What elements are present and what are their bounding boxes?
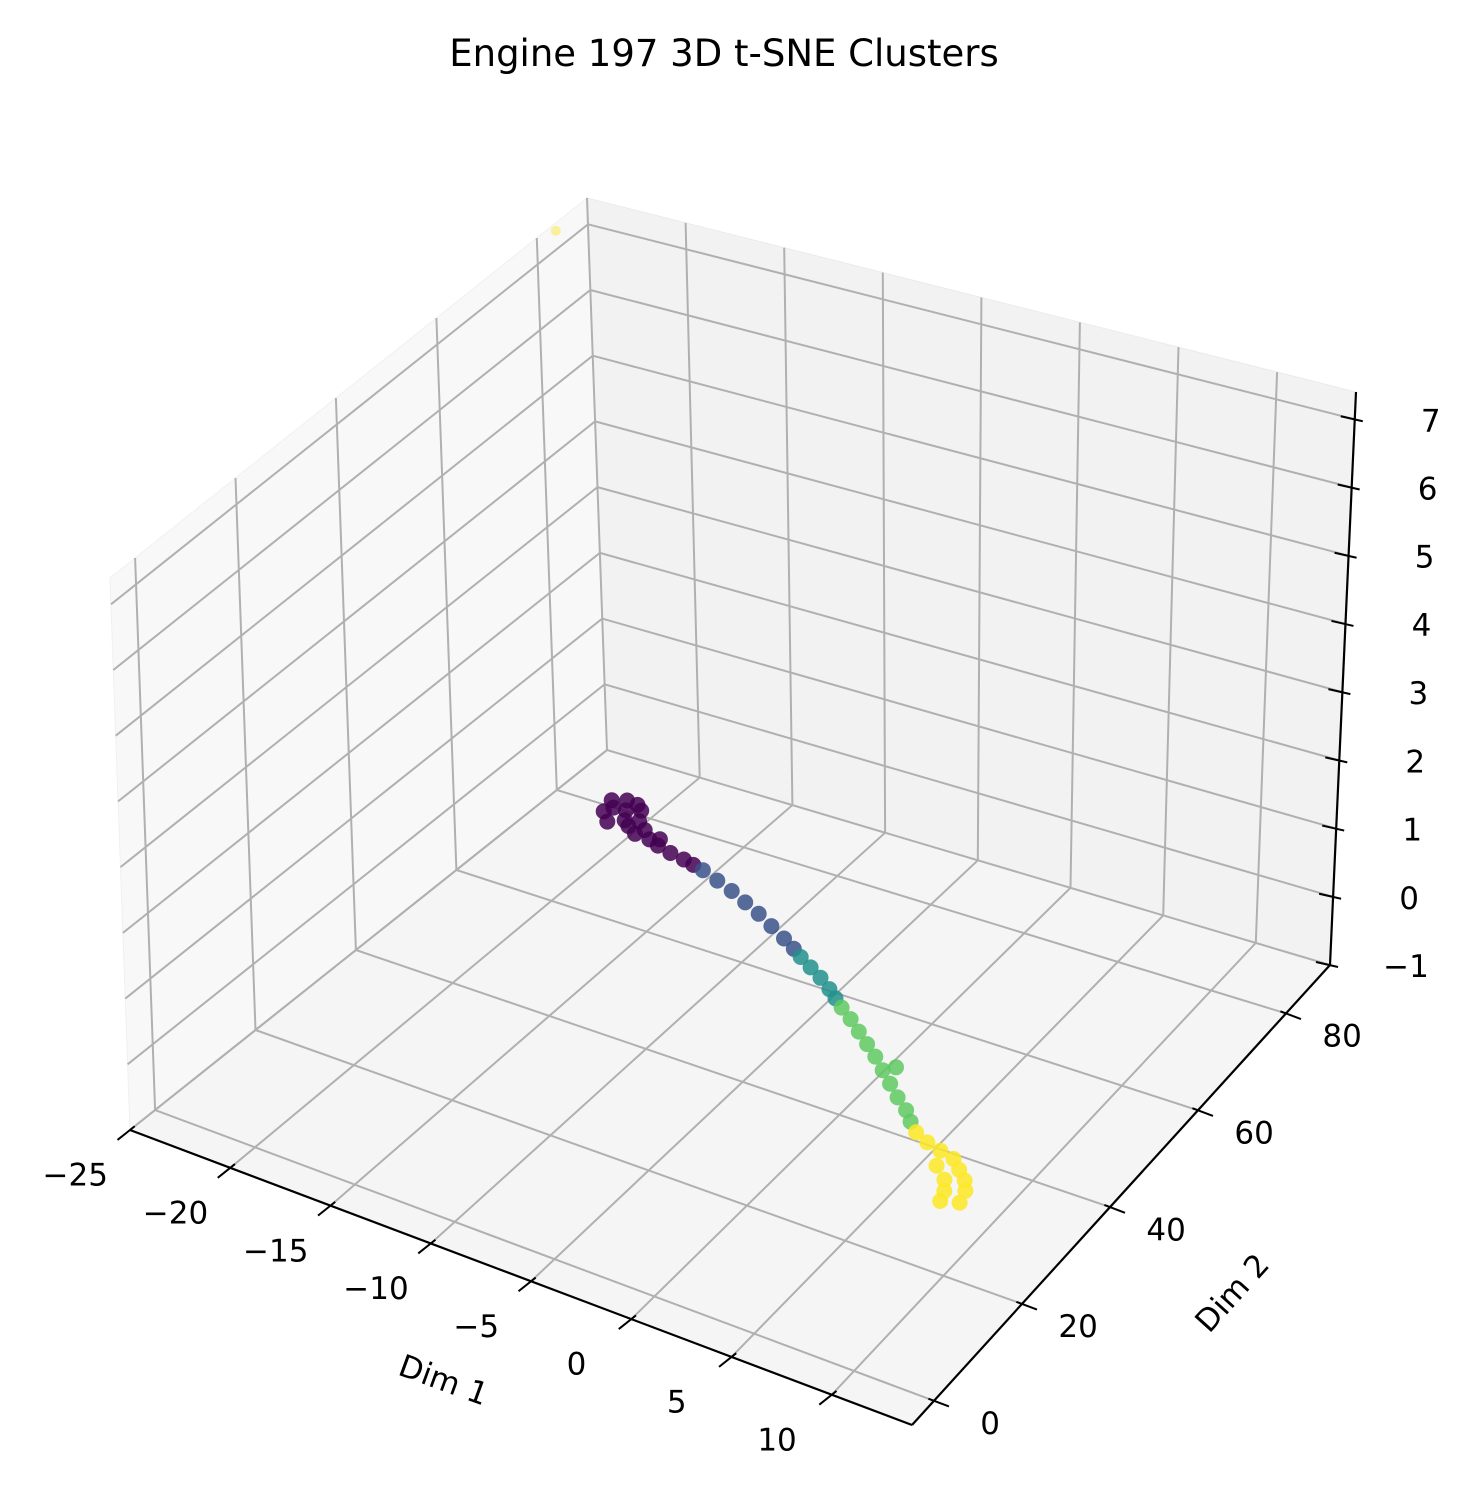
scatter-point (888, 1059, 904, 1076)
scatter-point (603, 792, 620, 809)
x-tick-mark (618, 1314, 637, 1330)
z-grid-line (117, 420, 1346, 803)
axis-panes (109, 196, 1357, 1426)
z-tick-label: 4 (1412, 608, 1432, 644)
scatter-point (776, 930, 792, 947)
x-tick-label: −25 (43, 1158, 108, 1194)
scatter-point (932, 1142, 949, 1159)
y-tick-label: 60 (1234, 1115, 1273, 1151)
x-axis-line (129, 1128, 913, 1427)
x-tick-mark (116, 1125, 136, 1141)
z-tick-label: 6 (1418, 472, 1438, 508)
grid-lines (110, 197, 1356, 1402)
scatter-point (694, 862, 711, 879)
z-tick-mark (1325, 756, 1348, 764)
scatter-point (842, 1011, 859, 1028)
x-tick-label: −10 (343, 1271, 408, 1307)
z-tick-mark (1315, 961, 1339, 968)
scatter-point (859, 1036, 876, 1053)
z-grid-line (122, 551, 1340, 934)
y-tick-label: 20 (1058, 1309, 1097, 1345)
scatter-point (850, 1023, 867, 1040)
scatter-point (599, 813, 616, 830)
z-tick-mark (1328, 688, 1351, 696)
y-tick-label: 0 (980, 1406, 1000, 1442)
y-tick-mark (1192, 1107, 1214, 1117)
z-grid-line (110, 223, 1356, 606)
z-grid-line (112, 288, 1352, 671)
x-tick-mark (818, 1390, 838, 1406)
z-tick-mark (1334, 551, 1357, 559)
scatter-point (792, 949, 809, 965)
scatter-point (936, 1171, 953, 1188)
z-tick-label: 0 (1399, 881, 1419, 917)
z-tick-mark (1340, 415, 1363, 423)
y-tick-mark (1280, 1010, 1302, 1021)
y-tick-mark (1104, 1204, 1126, 1214)
scatter-point (737, 894, 754, 911)
scatter-point (662, 845, 679, 861)
z-tick-mark (1321, 824, 1345, 832)
z-tick-mark (1331, 619, 1354, 627)
z-grid-line (115, 354, 1349, 737)
z-grid-line (119, 486, 1343, 868)
z-grid-line (126, 683, 1334, 1066)
scatter-points (550, 225, 974, 1211)
z-grid-line (124, 617, 1337, 1000)
y-tick-label: 40 (1146, 1212, 1185, 1248)
scatter-point (957, 1182, 974, 1199)
x-tick-mark (217, 1163, 236, 1179)
z-grid-line (129, 748, 1331, 1131)
scatter-point (833, 999, 850, 1016)
scatter-point (812, 969, 829, 986)
y-tick-mark (928, 1397, 950, 1408)
z-tick-mark (1337, 483, 1360, 491)
y-axis-label: Dim 2 (1188, 1247, 1276, 1340)
x-tick-label: −20 (143, 1195, 208, 1231)
scatter-point (636, 822, 653, 838)
scatter-point (908, 1124, 925, 1141)
scatter-point (889, 1089, 906, 1106)
x-tick-mark (517, 1276, 537, 1293)
x-tick-label: −15 (243, 1233, 308, 1269)
x-tick-mark (718, 1352, 737, 1368)
x-tick-label: 5 (667, 1385, 687, 1421)
scatter-point (919, 1134, 936, 1151)
scatter-point (750, 905, 767, 922)
y-tick-mark (1016, 1300, 1038, 1311)
scatter-point (867, 1048, 884, 1065)
z-tick-label: 1 (1402, 813, 1422, 849)
y-tick-label: 80 (1322, 1019, 1361, 1055)
scatter-point (763, 918, 780, 935)
z-tick-label: −1 (1383, 949, 1429, 985)
scatter-point (932, 1193, 949, 1209)
z-tick-label: 5 (1415, 540, 1435, 576)
z-tick-label: 3 (1409, 676, 1429, 712)
scatter-point (802, 959, 819, 976)
x-tick-label: 0 (567, 1347, 587, 1383)
z-tick-label: 7 (1421, 403, 1441, 439)
scatter-point (951, 1194, 968, 1211)
scatter-point (928, 1157, 945, 1174)
scatter-point (709, 872, 726, 889)
scatter-point (723, 883, 740, 899)
x-tick-mark (317, 1201, 336, 1217)
scatter-point (550, 225, 561, 236)
z-tick-label: 2 (1405, 744, 1425, 780)
x-tick-mark (417, 1238, 437, 1255)
x-tick-label: −5 (453, 1309, 499, 1345)
z-tick-mark (1318, 892, 1342, 900)
x-axis-label: Dim 1 (394, 1348, 493, 1413)
scatter-point (874, 1062, 891, 1079)
y-axis-line (911, 964, 1331, 1426)
scatter-point (882, 1075, 899, 1092)
scatter-point (651, 831, 668, 848)
x-tick-label: 10 (757, 1422, 796, 1458)
chart-title: Engine 197 3D t-SNE Clusters (449, 32, 999, 75)
